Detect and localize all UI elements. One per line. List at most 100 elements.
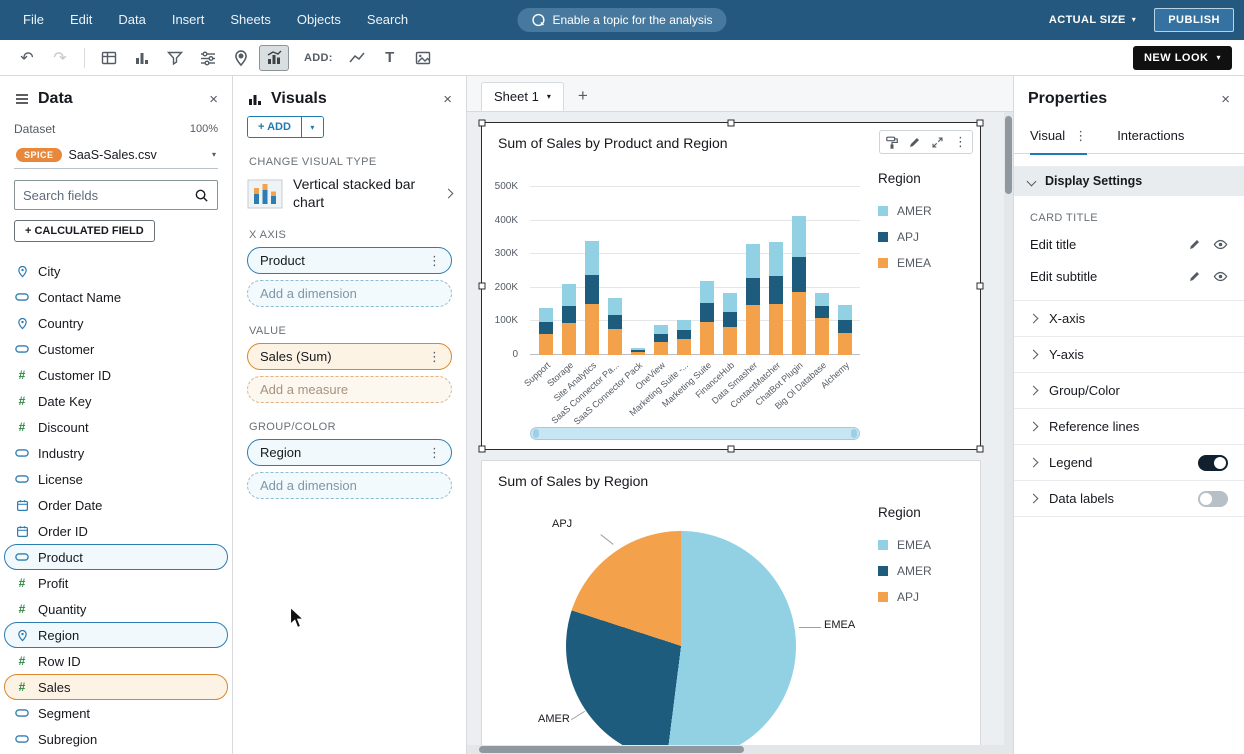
pie-chart[interactable] xyxy=(566,531,796,754)
resize-handle[interactable] xyxy=(478,445,486,453)
section-y-axis[interactable]: Y-axis xyxy=(1014,337,1244,373)
bar-segment-apj[interactable] xyxy=(768,276,783,305)
field-license[interactable]: License xyxy=(4,466,228,492)
bar-column-support[interactable] xyxy=(534,187,557,355)
bar-segment-amer[interactable] xyxy=(584,240,599,276)
scrollbar-thumb[interactable] xyxy=(479,746,744,753)
add-image-button[interactable] xyxy=(408,45,438,71)
tab-visual[interactable]: Visual ⋮ xyxy=(1030,118,1088,155)
actual-size-dropdown[interactable]: ACTUAL SIZE ▾ xyxy=(1049,14,1136,26)
field-customer[interactable]: Customer xyxy=(4,336,228,362)
field-city[interactable]: City xyxy=(4,258,228,284)
undo-button[interactable]: ↶ xyxy=(12,45,42,71)
bar-column-marketing-suite[interactable] xyxy=(672,187,695,355)
table-visual-button[interactable] xyxy=(94,45,124,71)
well-placeholder[interactable]: Add a dimension xyxy=(247,280,452,307)
bar-segment-amer[interactable] xyxy=(607,297,622,316)
bar-segment-amer[interactable] xyxy=(699,281,714,304)
enable-topic-button[interactable]: Enable a topic for the analysis xyxy=(517,8,727,32)
menu-search[interactable]: Search xyxy=(366,12,409,27)
field-contact-name[interactable]: Contact Name xyxy=(4,284,228,310)
bar-column-alchemy[interactable] xyxy=(833,187,856,355)
well-pill-region[interactable]: Region ⋮ xyxy=(247,439,452,466)
bar-segment-emea[interactable] xyxy=(814,318,829,355)
bar-segment-emea[interactable] xyxy=(722,327,737,355)
visual-tab-menu-icon[interactable]: ⋮ xyxy=(1074,127,1088,143)
bar-column-saas-connector-pa[interactable] xyxy=(603,187,626,355)
pivot-controls-button[interactable] xyxy=(193,45,223,71)
insight-visual-button[interactable] xyxy=(259,44,289,71)
chart-zoom-scrollbar[interactable] xyxy=(530,427,860,440)
bar-segment-emea[interactable] xyxy=(745,305,760,355)
resize-handle[interactable] xyxy=(976,282,984,290)
section-data-labels[interactable]: Data labels xyxy=(1014,481,1244,517)
sheet-tab[interactable]: Sheet 1 ▾ xyxy=(481,82,564,111)
add-text-box-button[interactable]: T xyxy=(375,45,405,71)
canvas-horizontal-scrollbar[interactable] xyxy=(467,745,1004,754)
field-region[interactable]: Region xyxy=(4,622,228,648)
field-profit[interactable]: # Profit xyxy=(4,570,228,596)
bar-segment-amer[interactable] xyxy=(630,348,645,351)
resize-handle[interactable] xyxy=(478,119,486,127)
bar-segment-emea[interactable] xyxy=(584,303,599,355)
pie-chart-visual-card[interactable]: Sum of Sales by Region Region EMEA AMER AP… xyxy=(481,460,981,754)
pencil-icon[interactable] xyxy=(1188,270,1201,283)
caret-down-icon[interactable]: ▾ xyxy=(300,117,323,137)
bar-column-storage[interactable] xyxy=(557,187,580,355)
field-subregion[interactable]: Subregion xyxy=(4,726,228,752)
bar-segment-emea[interactable] xyxy=(607,329,622,355)
bar-segment-apj[interactable] xyxy=(538,322,553,334)
bar-segment-amer[interactable] xyxy=(653,324,668,335)
kebab-icon[interactable]: ⋮ xyxy=(428,252,441,268)
kebab-icon[interactable]: ⋮ xyxy=(428,348,441,364)
field-order-date[interactable]: Order Date xyxy=(4,492,228,518)
resize-handle[interactable] xyxy=(976,119,984,127)
bar-segment-emea[interactable] xyxy=(768,304,783,355)
maximize-visual-button[interactable] xyxy=(926,131,949,153)
bar-segment-amer[interactable] xyxy=(768,242,783,277)
resize-handle[interactable] xyxy=(727,119,735,127)
bar-segment-apj[interactable] xyxy=(653,334,668,342)
bar-segment-apj[interactable] xyxy=(561,305,576,324)
bar-column-data-smasher[interactable] xyxy=(741,187,764,355)
legend-item-emea[interactable]: EMEA xyxy=(878,532,968,558)
add-trend-line-button[interactable] xyxy=(342,45,372,71)
field-segment[interactable]: Segment xyxy=(4,700,228,726)
resize-handle[interactable] xyxy=(727,445,735,453)
menu-sheets[interactable]: Sheets xyxy=(230,12,271,27)
menu-data[interactable]: Data xyxy=(118,12,146,27)
bar-segment-emea[interactable] xyxy=(653,341,668,355)
edit-visual-button[interactable] xyxy=(903,131,926,153)
field-row-id[interactable]: # Row ID xyxy=(4,648,228,674)
well-pill-product[interactable]: Product ⋮ xyxy=(247,247,452,274)
new-look-button[interactable]: NEW LOOK ▾ xyxy=(1132,45,1232,70)
bar-segment-apj[interactable] xyxy=(837,319,852,334)
well-placeholder[interactable]: Add a measure xyxy=(247,376,452,403)
close-properties-panel-button[interactable]: × xyxy=(1221,90,1230,108)
visibility-eye-icon[interactable] xyxy=(1213,237,1228,252)
bar-segment-amer[interactable] xyxy=(676,319,691,331)
pencil-icon[interactable] xyxy=(1188,238,1201,251)
add-visual-button[interactable]: + ADD ▾ xyxy=(247,116,324,138)
scrollbar-thumb[interactable] xyxy=(1005,116,1012,194)
bar-segment-amer[interactable] xyxy=(814,292,829,307)
bar-segment-amer[interactable] xyxy=(561,284,576,306)
bar-chart-visual-button[interactable] xyxy=(127,45,157,71)
dataset-selector[interactable]: SPICE SaaS-Sales.csv ▾ xyxy=(14,142,218,169)
section-group-color[interactable]: Group/Color xyxy=(1014,373,1244,409)
visual-menu-button[interactable]: ⋮ xyxy=(949,131,972,153)
toggle-data-labels[interactable] xyxy=(1198,490,1228,507)
menu-objects[interactable]: Objects xyxy=(296,12,341,27)
bar-segment-apj[interactable] xyxy=(722,311,737,328)
well-pill-sales-sum[interactable]: Sales (Sum) ⋮ xyxy=(247,343,452,370)
resize-handle[interactable] xyxy=(478,282,486,290)
legend-item-amer[interactable]: AMER xyxy=(878,558,968,584)
field-country[interactable]: Country xyxy=(4,310,228,336)
bar-segment-emea[interactable] xyxy=(538,333,553,355)
bar-segment-apj[interactable] xyxy=(607,315,622,330)
bar-segment-apj[interactable] xyxy=(584,275,599,304)
bar-column-financehub[interactable] xyxy=(718,187,741,355)
field-date-key[interactable]: # Date Key xyxy=(4,388,228,414)
bar-segment-apj[interactable] xyxy=(814,306,829,319)
legend-item-apj[interactable]: APJ xyxy=(878,224,968,250)
